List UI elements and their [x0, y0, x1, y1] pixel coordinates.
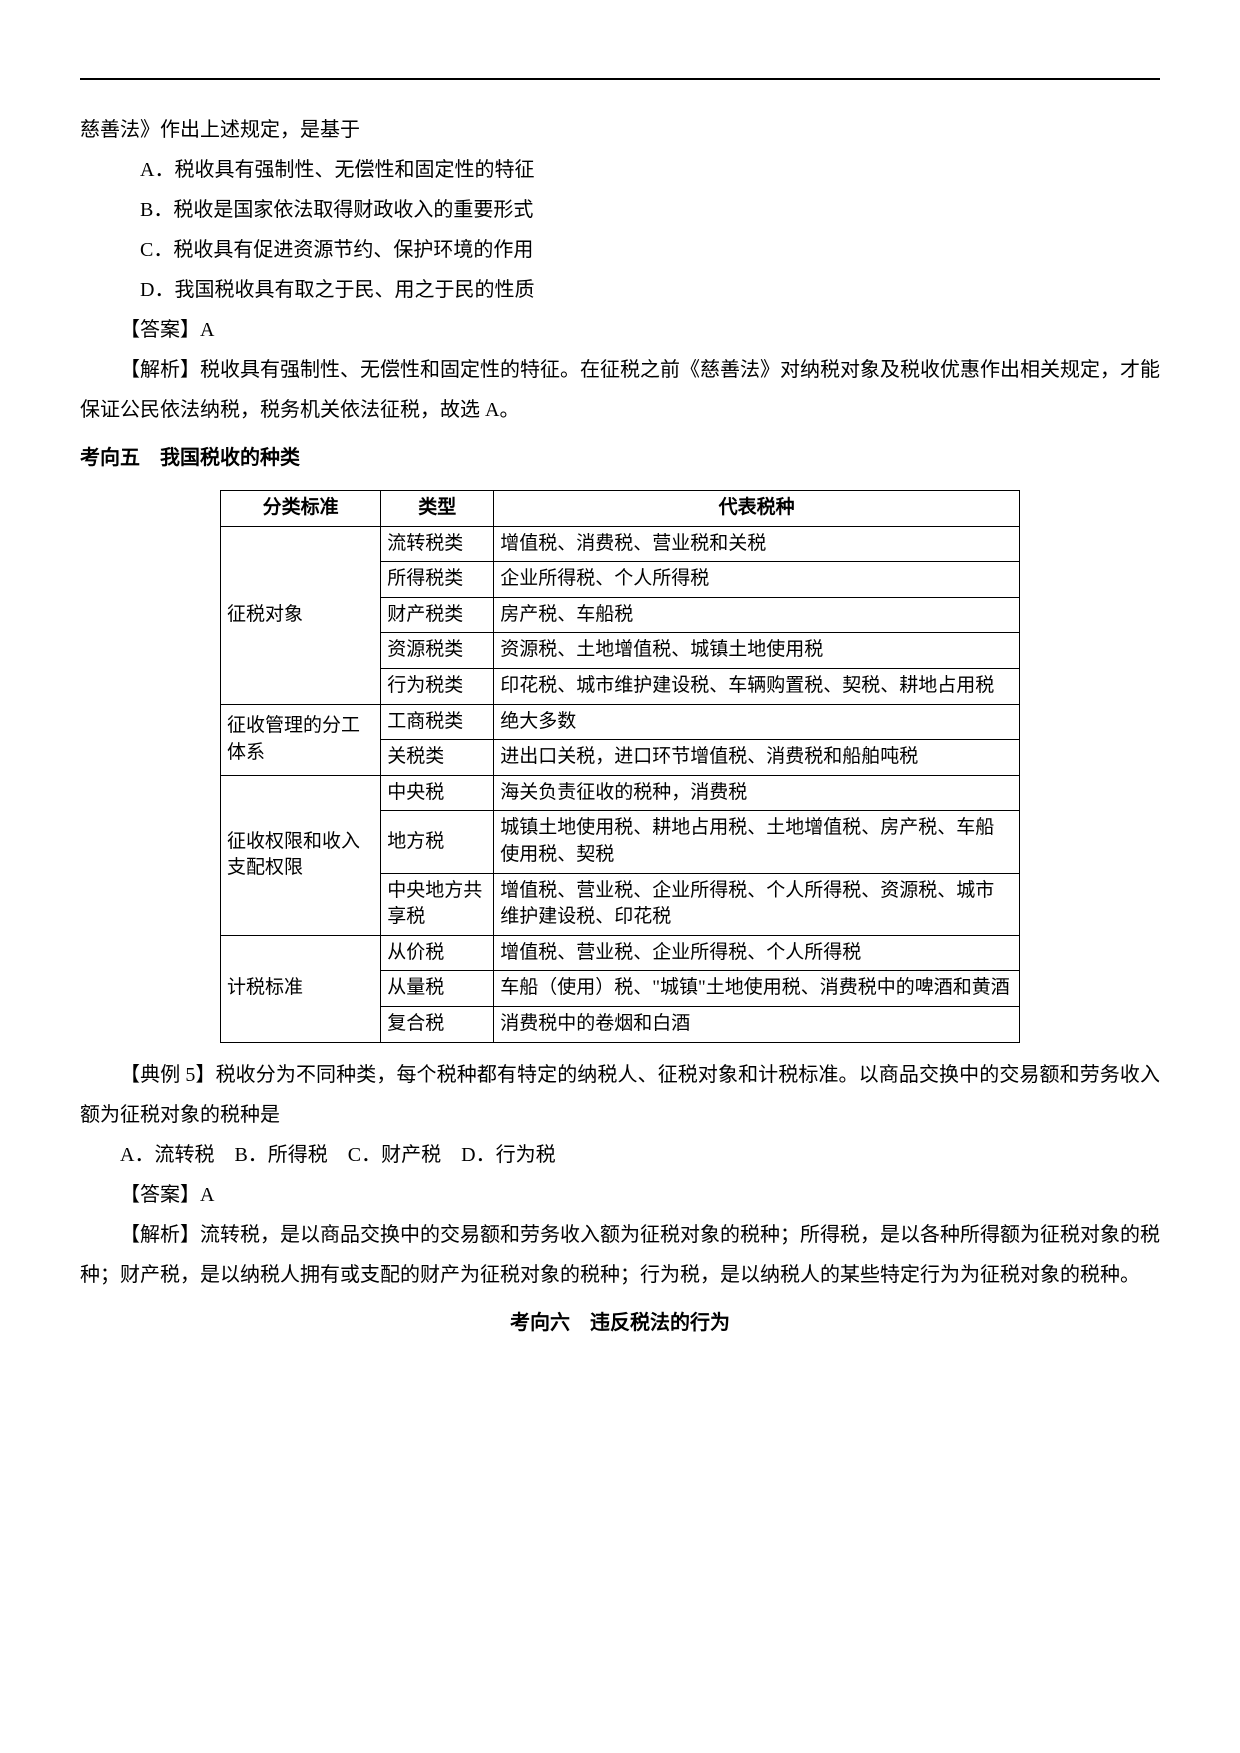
table-row: 征税对象 流转税类 增值税、消费税、营业税和关税: [221, 526, 1020, 562]
cell-type: 关税类: [381, 740, 494, 776]
cell-group: 计税标准: [221, 935, 381, 1042]
cell-repr: 企业所得税、个人所得税: [494, 562, 1020, 598]
analysis-q1: 【解析】税收具有强制性、无偿性和固定性的特征。在征税之前《慈善法》对纳税对象及税…: [80, 350, 1160, 430]
table-header-row: 分类标准 类型 代表税种: [221, 491, 1020, 527]
cell-type: 中央地方共享税: [381, 873, 494, 935]
cell-repr: 消费税中的卷烟和白酒: [494, 1006, 1020, 1042]
cell-type: 复合税: [381, 1006, 494, 1042]
heading-section-5: 考向五 我国税收的种类: [80, 438, 1160, 478]
example-5-text: 【典例 5】税收分为不同种类，每个税种都有特定的纳税人、征税对象和计税标准。以商…: [80, 1055, 1160, 1135]
answer-q2: 【答案】A: [80, 1175, 1160, 1215]
cell-type: 流转税类: [381, 526, 494, 562]
analysis-q2: 【解析】流转税，是以商品交换中的交易额和劳务收入额为征税对象的税种；所得税，是以…: [80, 1215, 1160, 1295]
cell-repr: 增值税、消费税、营业税和关税: [494, 526, 1020, 562]
cell-repr: 增值税、营业税、企业所得税、个人所得税、资源税、城市维护建设税、印花税: [494, 873, 1020, 935]
tax-types-table: 分类标准 类型 代表税种 征税对象 流转税类 增值税、消费税、营业税和关税 所得…: [220, 490, 1020, 1043]
option-d-q1: D．我国税收具有取之于民、用之于民的性质: [80, 270, 1160, 310]
options-q2: A．流转税 B．所得税 C．财产税 D．行为税: [80, 1135, 1160, 1175]
cell-repr: 城镇土地使用税、耕地占用税、土地增值税、房产税、车船使用税、契税: [494, 811, 1020, 873]
table-row: 征收管理的分工体系 工商税类 绝大多数: [221, 704, 1020, 740]
table-row: 征收权限和收入支配权限 中央税 海关负责征收的税种，消费税: [221, 775, 1020, 811]
table-header-criteria: 分类标准: [221, 491, 381, 527]
cell-repr: 房产税、车船税: [494, 597, 1020, 633]
cell-repr: 进出口关税，进口环节增值税、消费税和船舶吨税: [494, 740, 1020, 776]
cell-type: 中央税: [381, 775, 494, 811]
cell-type: 资源税类: [381, 633, 494, 669]
page: 慈善法》作出上述规定，是基于 A．税收具有强制性、无偿性和固定性的特征 B．税收…: [0, 0, 1240, 1461]
cell-group: 征税对象: [221, 526, 381, 704]
intro-continuation: 慈善法》作出上述规定，是基于: [80, 110, 1160, 150]
cell-group: 征收权限和收入支配权限: [221, 775, 381, 935]
cell-type: 行为税类: [381, 668, 494, 704]
cell-repr: 车船（使用）税、"城镇"土地使用税、消费税中的啤酒和黄酒: [494, 971, 1020, 1007]
content: 慈善法》作出上述规定，是基于 A．税收具有强制性、无偿性和固定性的特征 B．税收…: [80, 110, 1160, 1343]
cell-type: 从量税: [381, 971, 494, 1007]
cell-type: 从价税: [381, 935, 494, 971]
cell-repr: 印花税、城市维护建设税、车辆购置税、契税、耕地占用税: [494, 668, 1020, 704]
cell-type: 财产税类: [381, 597, 494, 633]
table-header-type: 类型: [381, 491, 494, 527]
option-b-q1: B．税收是国家依法取得财政收入的重要形式: [80, 190, 1160, 230]
table-header-repr: 代表税种: [494, 491, 1020, 527]
header-rule: [80, 78, 1160, 80]
heading-section-6: 考向六 违反税法的行为: [80, 1303, 1160, 1343]
cell-type: 工商税类: [381, 704, 494, 740]
table-row: 计税标准 从价税 增值税、营业税、企业所得税、个人所得税: [221, 935, 1020, 971]
cell-repr: 资源税、土地增值税、城镇土地使用税: [494, 633, 1020, 669]
cell-group: 征收管理的分工体系: [221, 704, 381, 775]
cell-type: 所得税类: [381, 562, 494, 598]
cell-repr: 增值税、营业税、企业所得税、个人所得税: [494, 935, 1020, 971]
cell-type: 地方税: [381, 811, 494, 873]
cell-repr: 海关负责征收的税种，消费税: [494, 775, 1020, 811]
option-c-q1: C．税收具有促进资源节约、保护环境的作用: [80, 230, 1160, 270]
cell-repr: 绝大多数: [494, 704, 1020, 740]
answer-q1: 【答案】A: [80, 310, 1160, 350]
option-a-q1: A．税收具有强制性、无偿性和固定性的特征: [80, 150, 1160, 190]
